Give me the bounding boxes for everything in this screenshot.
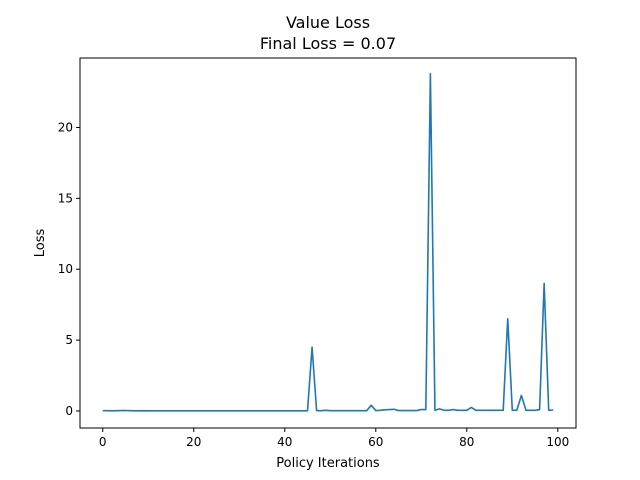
x-tick-label: 100: [546, 435, 569, 449]
y-tick-label: 20: [58, 120, 73, 134]
chart-title: Value Loss: [286, 13, 370, 32]
plot-frame: [79, 57, 577, 429]
y-axis-label: Loss: [33, 229, 48, 258]
x-tick-label: 0: [99, 435, 107, 449]
y-tick-label: 10: [58, 262, 73, 276]
x-tick-label: 20: [186, 435, 201, 449]
y-tick-label: 15: [58, 191, 73, 205]
y-tick-label: 0: [65, 404, 73, 418]
x-tick-label: 80: [459, 435, 474, 449]
x-tick-label: 40: [277, 435, 292, 449]
series-line: [102, 72, 554, 412]
y-tick-label: 5: [65, 333, 73, 347]
x-axis-label: Policy Iterations: [276, 456, 380, 471]
chart-subtitle: Final Loss = 0.07: [260, 34, 396, 53]
x-tick-label: 60: [368, 435, 383, 449]
axis-ticks: 0 20 40 60 80 100 0 5 10 15 20: [58, 120, 570, 449]
